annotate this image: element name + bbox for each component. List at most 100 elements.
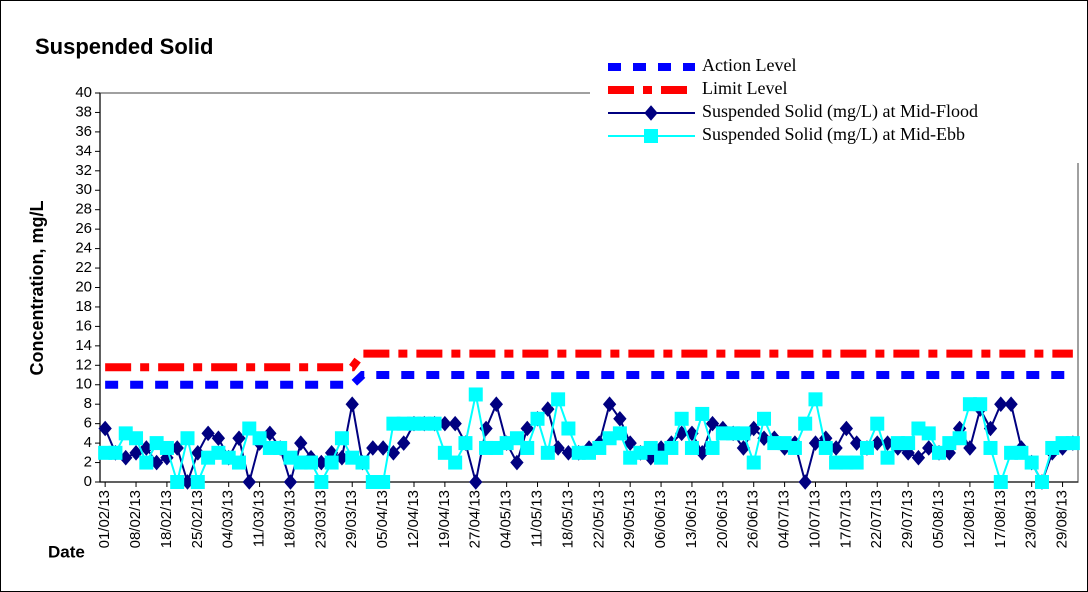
marker [952, 431, 967, 446]
marker [139, 455, 154, 470]
marker [994, 396, 1008, 412]
marker [397, 435, 411, 451]
marker [911, 449, 926, 466]
marker [818, 440, 833, 455]
marker [870, 435, 884, 451]
series-line [105, 371, 1073, 389]
x-axis-label: Date [48, 542, 85, 561]
y-tick-label: 32 [75, 162, 92, 179]
marker [798, 474, 812, 490]
marker [211, 430, 226, 447]
marker [263, 425, 277, 442]
x-tick-label: 08/02/13 [127, 490, 144, 548]
marker [901, 436, 916, 451]
marker [129, 445, 143, 461]
x-tick-label: 29/08/13 [1054, 490, 1071, 548]
marker [469, 474, 483, 490]
x-tick-label: 18/03/13 [281, 490, 298, 548]
marker [808, 392, 823, 407]
marker [98, 420, 112, 437]
y-tick-label: 8 [84, 395, 92, 412]
marker [366, 440, 380, 456]
x-tick-label: 22/05/13 [590, 490, 607, 548]
y-tick-label: 10 [75, 376, 92, 393]
marker [922, 440, 936, 456]
marker [983, 420, 998, 437]
marker [747, 420, 761, 437]
marker [757, 411, 772, 426]
marker [674, 411, 689, 426]
x-tick-label: 17/08/13 [992, 490, 1009, 548]
marker [551, 392, 566, 407]
marker [880, 450, 895, 465]
marker [232, 430, 246, 447]
marker [973, 397, 988, 412]
marker [921, 426, 936, 441]
y-tick-label: 28 [75, 201, 92, 218]
legend: Action Level Limit Level Suspended Solid (… [590, 45, 1082, 163]
x-tick-label: 04/07/13 [776, 490, 793, 548]
y-tick-label: 34 [75, 142, 92, 159]
chart-title: Suspended Solid [35, 34, 213, 59]
marker [159, 440, 174, 455]
y-tick-label: 0 [84, 473, 92, 490]
legend-label: Suspended Solid (mg/L) at Mid-Ebb [702, 124, 965, 145]
x-tick-label: 11/05/13 [528, 490, 545, 547]
x-tick-label: 22/07/13 [868, 490, 885, 548]
marker [376, 440, 390, 456]
y-tick-label: 40 [75, 84, 92, 101]
marker [623, 435, 637, 451]
marker [541, 401, 555, 417]
series-line [105, 349, 1073, 372]
x-tick-label: 10/07/13 [806, 490, 823, 548]
y-tick-label: 26 [75, 220, 92, 237]
y-tick-label: 20 [75, 278, 92, 295]
x-tick-label: 29/05/13 [621, 490, 638, 548]
y-tick-label: 30 [75, 181, 92, 198]
x-tick-label: 25/02/13 [189, 490, 206, 548]
marker [458, 436, 473, 451]
y-tick-label: 22 [75, 259, 92, 276]
marker [963, 440, 977, 456]
x-tick-label: 29/07/13 [899, 490, 916, 548]
marker [612, 426, 627, 441]
legend-label: Suspended Solid (mg/L) at Mid-Flood [702, 101, 978, 122]
marker [448, 455, 463, 470]
marker [705, 440, 720, 455]
x-tick-label: 12/04/13 [405, 490, 422, 548]
marker [314, 475, 329, 489]
marker [705, 415, 720, 432]
marker [283, 474, 298, 490]
x-tick-label: 20/06/13 [714, 490, 731, 548]
marker [489, 396, 504, 412]
marker [540, 445, 555, 460]
marker [376, 475, 391, 489]
y-tick-label: 18 [75, 298, 92, 315]
marker [798, 416, 813, 431]
marker [695, 406, 710, 421]
marker [1034, 475, 1049, 489]
x-tick-label: 23/03/13 [312, 490, 329, 548]
legend-box [590, 45, 1082, 163]
marker [231, 455, 246, 470]
marker [427, 416, 442, 431]
marker [746, 455, 761, 470]
marker [201, 425, 215, 442]
y-tick-label: 4 [84, 434, 92, 451]
legend-label: Action Level [702, 55, 796, 75]
y-axis-label: Concentration, mg/L [27, 200, 47, 375]
marker [561, 421, 576, 436]
marker [355, 455, 370, 470]
marker [602, 396, 617, 412]
marker [808, 435, 823, 451]
marker [520, 440, 535, 455]
marker [850, 435, 864, 451]
y-tick-label: 6 [84, 415, 92, 432]
marker [170, 475, 185, 489]
y-tick-label: 16 [75, 317, 92, 334]
x-tick-label: 27/04/13 [467, 490, 484, 548]
marker [983, 440, 998, 455]
x-tick-label: 11/03/13 [251, 490, 268, 547]
y-tick-label: 14 [75, 337, 92, 354]
